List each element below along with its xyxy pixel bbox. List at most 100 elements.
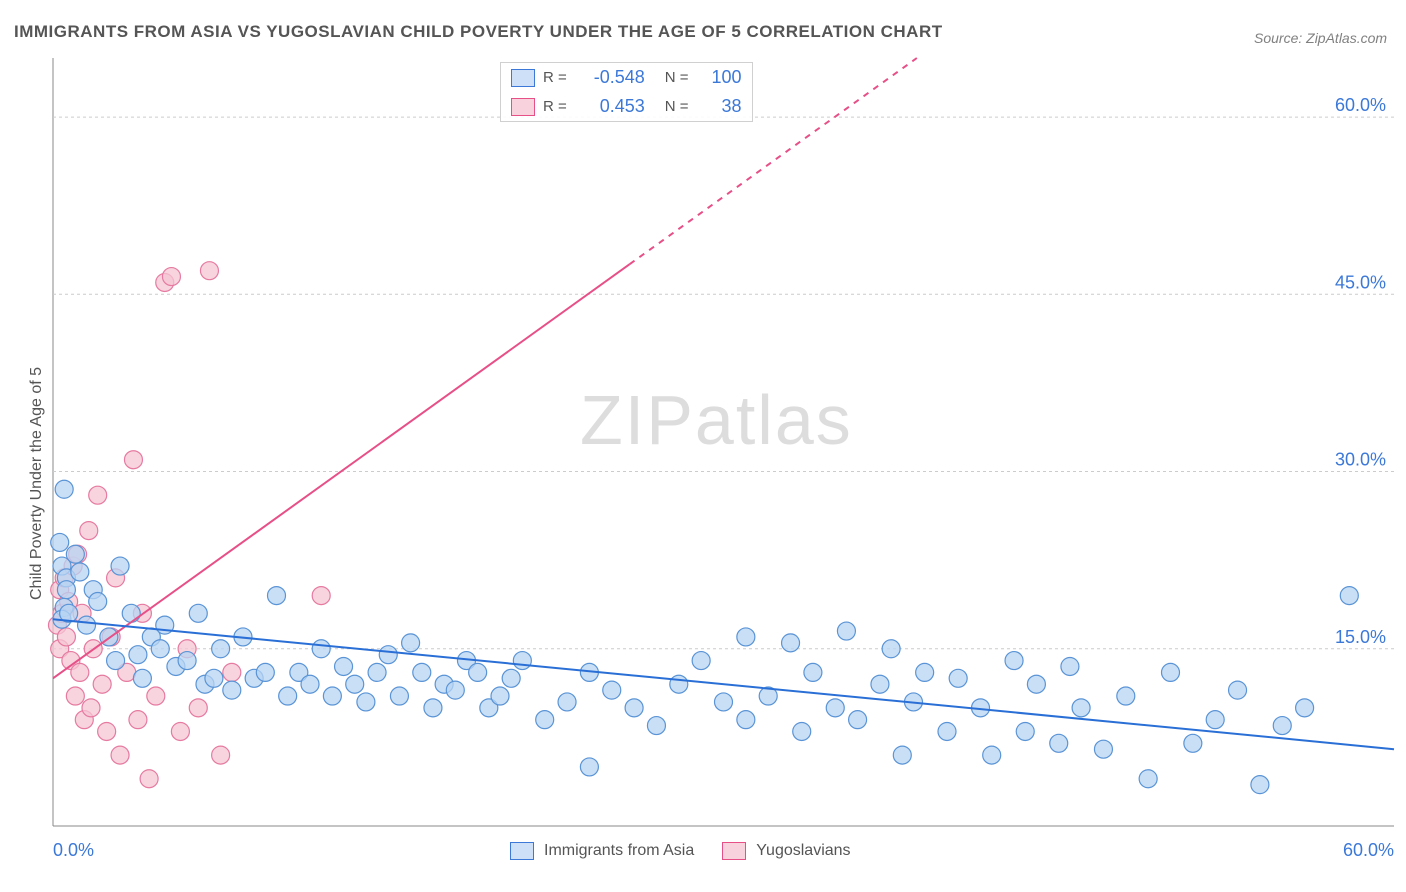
stats-legend: R =-0.548N =100R =0.453N =38 [500, 62, 753, 122]
asia-point [66, 545, 84, 563]
legend-label: Immigrants from Asia [544, 842, 694, 860]
stat-r-label: R = [543, 69, 567, 86]
asia-point [1206, 711, 1224, 729]
asia-point [71, 563, 89, 581]
y-tick-label: 30.0% [1335, 450, 1386, 470]
asia-point [491, 687, 509, 705]
asia-point [849, 711, 867, 729]
asia-point [580, 758, 598, 776]
series-legend: Immigrants from Asia Yugoslavians [510, 842, 869, 860]
legend-swatch [722, 842, 746, 860]
asia-point [122, 604, 140, 622]
asia-point [1340, 587, 1358, 605]
asia-point [1027, 675, 1045, 693]
stat-n-value: 38 [697, 96, 742, 117]
yugo-point [93, 675, 111, 693]
asia-point [57, 581, 75, 599]
yugo-point [98, 722, 116, 740]
yugo-point [223, 663, 241, 681]
asia-point [469, 663, 487, 681]
asia-point [268, 587, 286, 605]
yugo-point [57, 628, 75, 646]
yugo-point [171, 722, 189, 740]
asia-point [1229, 681, 1247, 699]
asia-point [938, 722, 956, 740]
asia-point [312, 640, 330, 658]
asia-point [89, 593, 107, 611]
asia-point [1005, 652, 1023, 670]
asia-point [1016, 722, 1034, 740]
asia-point [536, 711, 554, 729]
asia-point [826, 699, 844, 717]
asia-point [78, 616, 96, 634]
asia-point [737, 711, 755, 729]
asia-point [279, 687, 297, 705]
asia-point [513, 652, 531, 670]
asia-point [837, 622, 855, 640]
asia-point [223, 681, 241, 699]
y-tick-label: 45.0% [1335, 272, 1386, 292]
asia-point [893, 746, 911, 764]
asia-point [502, 669, 520, 687]
asia-point [782, 634, 800, 652]
yugo-point [66, 687, 84, 705]
asia-point [413, 663, 431, 681]
asia-point [402, 634, 420, 652]
yugo-point [111, 746, 129, 764]
yugo-point [89, 486, 107, 504]
yugo-point [147, 687, 165, 705]
asia-point [647, 717, 665, 735]
asia-point [1094, 740, 1112, 758]
scatter-chart: 15.0% 30.0% 45.0% 60.0% [0, 0, 1406, 892]
asia-point [916, 663, 934, 681]
yugo-point [129, 711, 147, 729]
asia-point [1050, 734, 1068, 752]
stat-n-label: N = [665, 98, 689, 115]
asia-point [983, 746, 1001, 764]
asia-point [1061, 657, 1079, 675]
asia-point [55, 480, 73, 498]
yugo-point [212, 746, 230, 764]
asia-point [390, 687, 408, 705]
stat-n-label: N = [665, 69, 689, 86]
asia-point [1162, 663, 1180, 681]
asia-point [804, 663, 822, 681]
asia-point [189, 604, 207, 622]
yugo-point [162, 268, 180, 286]
asia-point [1273, 717, 1291, 735]
asia-point [793, 722, 811, 740]
asia-point [625, 699, 643, 717]
stat-r-value: -0.548 [575, 67, 645, 88]
asia-point [670, 675, 688, 693]
yugo-point [189, 699, 207, 717]
asia-point [129, 646, 147, 664]
stat-n-value: 100 [697, 67, 742, 88]
yugo-point [140, 770, 158, 788]
asia-point [424, 699, 442, 717]
yugo-point [82, 699, 100, 717]
asia-point [715, 693, 733, 711]
asia-point [882, 640, 900, 658]
asia-point [737, 628, 755, 646]
asia-point [1139, 770, 1157, 788]
asia-point [871, 675, 889, 693]
asia-point [949, 669, 967, 687]
x-axis-min-label: 0.0% [53, 840, 94, 861]
yugo-point [200, 262, 218, 280]
asia-point [51, 533, 69, 551]
asia-point [1072, 699, 1090, 717]
yugo-point [124, 451, 142, 469]
asia-point [335, 657, 353, 675]
asia-point [1117, 687, 1135, 705]
y-tick-label: 60.0% [1335, 95, 1386, 115]
asia-point [379, 646, 397, 664]
legend-label: Yugoslavians [756, 842, 850, 860]
legend-swatch [511, 98, 535, 116]
legend-swatch [511, 69, 535, 87]
y-tick-label: 15.0% [1335, 627, 1386, 647]
yugo-point [80, 522, 98, 540]
asia-point [357, 693, 375, 711]
asia-point [107, 652, 125, 670]
asia-point [1251, 776, 1269, 794]
asia-point [368, 663, 386, 681]
